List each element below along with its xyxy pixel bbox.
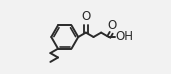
Text: O: O [81, 10, 90, 23]
Text: O: O [107, 19, 116, 32]
Text: OH: OH [116, 30, 134, 44]
